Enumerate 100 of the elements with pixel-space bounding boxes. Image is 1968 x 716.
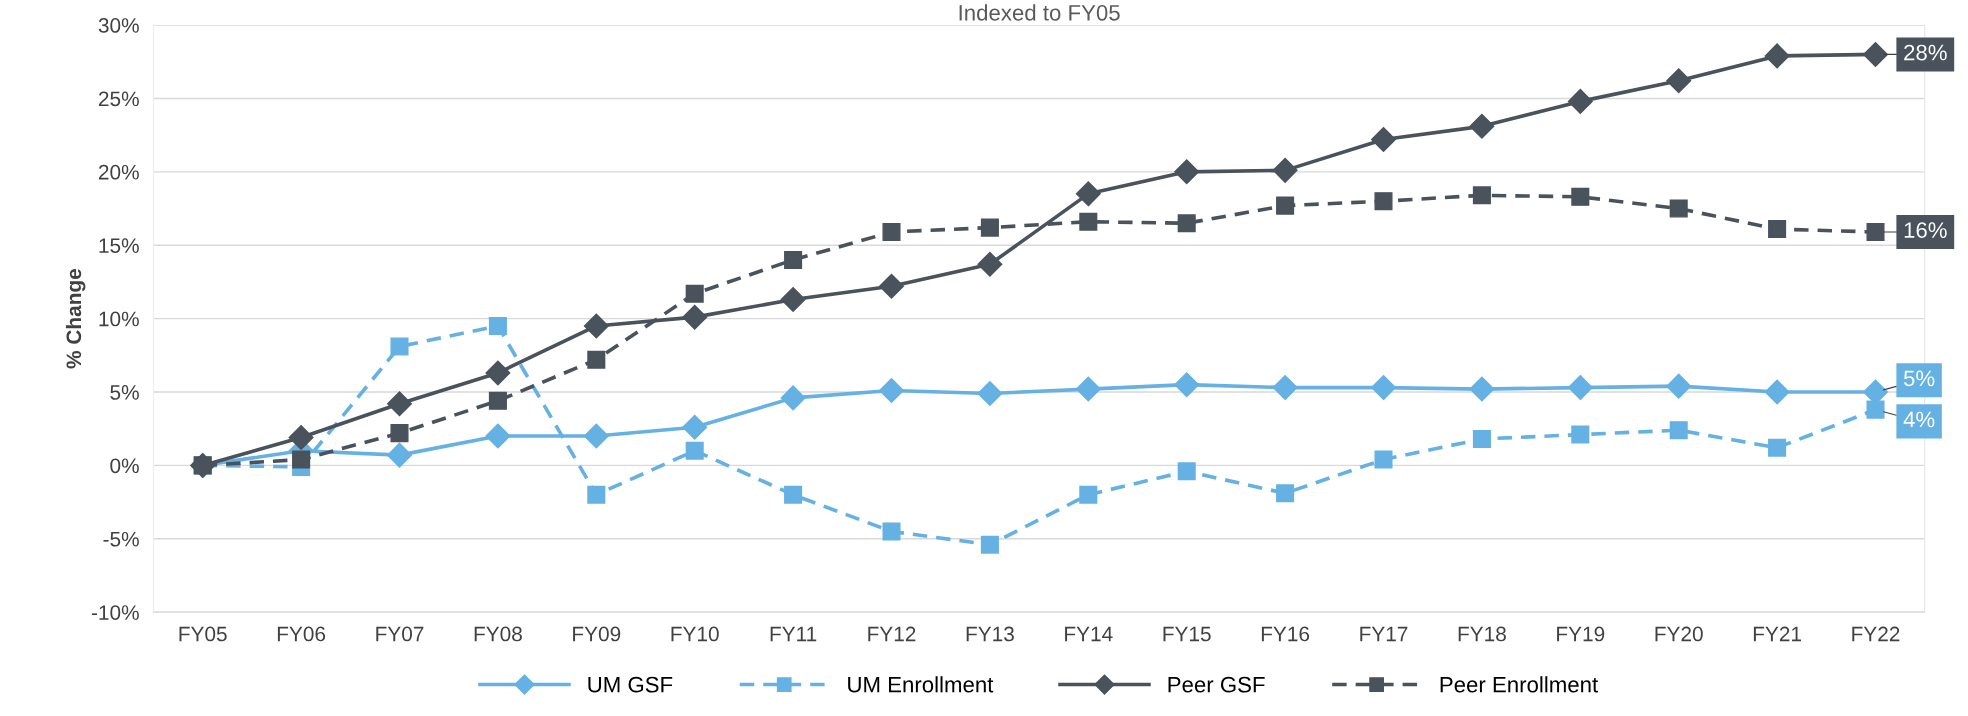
- point: [1472, 186, 1491, 205]
- point: [1669, 421, 1688, 440]
- y-tick-label: 0%: [110, 458, 139, 474]
- legend-label: Peer Enrollment: [1440, 676, 1599, 693]
- point: [1371, 375, 1396, 401]
- point: [780, 287, 806, 313]
- point: [1374, 192, 1393, 211]
- point: [1079, 485, 1098, 504]
- point: [488, 316, 507, 335]
- point: [1669, 199, 1688, 218]
- point: [485, 423, 511, 449]
- point: [1567, 375, 1593, 401]
- point: [882, 222, 901, 242]
- point: [1469, 376, 1495, 402]
- point: [1174, 372, 1200, 398]
- point: [980, 218, 999, 237]
- x-tick-label: FY05: [179, 626, 227, 642]
- x-tick-label: FY11: [770, 626, 817, 642]
- x-tick-label: FY12: [868, 626, 916, 642]
- y-axis-title: % Change: [65, 268, 86, 369]
- point: [485, 360, 511, 386]
- point: [1768, 220, 1787, 239]
- point: [1863, 41, 1888, 67]
- point: [1174, 159, 1200, 185]
- point: [1079, 212, 1098, 231]
- point: [1075, 181, 1101, 207]
- x-tick-label: FY08: [474, 626, 522, 642]
- data-label: 5%: [1903, 370, 1935, 387]
- point: [390, 337, 409, 356]
- point: [1567, 88, 1593, 114]
- legend-label: UM Enrollment: [848, 676, 994, 693]
- point: [1276, 484, 1295, 503]
- point: [488, 391, 507, 410]
- point: [879, 378, 904, 404]
- point: [879, 273, 904, 299]
- point: [1764, 43, 1790, 69]
- point: [1866, 400, 1885, 419]
- x-tick-label: FY22: [1852, 626, 1900, 642]
- y-tick-label: 15%: [99, 238, 139, 253]
- point: [780, 385, 806, 411]
- point: [882, 522, 901, 541]
- point: [980, 535, 999, 554]
- point: [682, 304, 708, 330]
- x-tick-label: FY19: [1557, 626, 1605, 642]
- y-tick-label: -10%: [91, 605, 139, 620]
- point: [1866, 222, 1885, 242]
- x-tick-label: FY21: [1753, 626, 1801, 642]
- x-tick-label: FY18: [1458, 626, 1506, 642]
- point: [288, 425, 314, 450]
- point: [387, 391, 412, 417]
- x-tick-label: FY16: [1261, 626, 1310, 642]
- data-label: 28%: [1904, 44, 1947, 61]
- legend-label: Peer GSF: [1168, 676, 1265, 693]
- x-tick-label: FY06: [277, 626, 326, 642]
- point: [1666, 68, 1692, 94]
- point: [1177, 462, 1196, 481]
- x-tick-label: FY14: [1065, 626, 1113, 642]
- point: [390, 424, 409, 443]
- point: [1075, 376, 1101, 402]
- point: [1371, 127, 1396, 153]
- point: [1472, 429, 1491, 449]
- point: [1768, 438, 1787, 457]
- point: [784, 250, 803, 269]
- point: [1276, 196, 1295, 215]
- y-tick-label: 25%: [98, 91, 139, 107]
- y-tick-label: 5%: [110, 385, 139, 400]
- point: [685, 441, 704, 460]
- point: [682, 414, 708, 440]
- point: [1666, 373, 1692, 399]
- point: [1177, 214, 1196, 233]
- y-tick-label: 30%: [98, 18, 139, 33]
- y-tick-label: -5%: [103, 531, 139, 547]
- point: [583, 313, 609, 339]
- point: [1272, 157, 1298, 183]
- point: [292, 450, 311, 469]
- point: [587, 485, 606, 504]
- point: [583, 423, 609, 449]
- chart-title: Indexed to FY05: [959, 4, 1120, 21]
- point: [387, 442, 412, 468]
- data-label: 4%: [1903, 411, 1935, 428]
- point: [1571, 187, 1590, 206]
- legend-label: UM GSF: [588, 676, 673, 693]
- point: [1469, 113, 1495, 139]
- y-tick-label: 20%: [98, 164, 139, 180]
- data-label: 16%: [1904, 222, 1947, 238]
- point: [685, 284, 704, 303]
- point: [587, 350, 606, 369]
- x-tick-label: FY15: [1163, 626, 1211, 642]
- point: [977, 380, 1003, 406]
- point: [1374, 450, 1393, 469]
- y-tick-label: 10%: [99, 311, 139, 327]
- x-tick-label: FY20: [1655, 626, 1703, 642]
- point: [1571, 425, 1590, 444]
- x-tick-label: FY09: [573, 626, 621, 642]
- point: [977, 251, 1003, 277]
- x-tick-label: FY07: [376, 626, 424, 642]
- point: [1272, 375, 1298, 401]
- point: [1764, 379, 1790, 405]
- x-tick-label: FY10: [671, 626, 719, 642]
- x-tick-label: FY17: [1360, 626, 1408, 642]
